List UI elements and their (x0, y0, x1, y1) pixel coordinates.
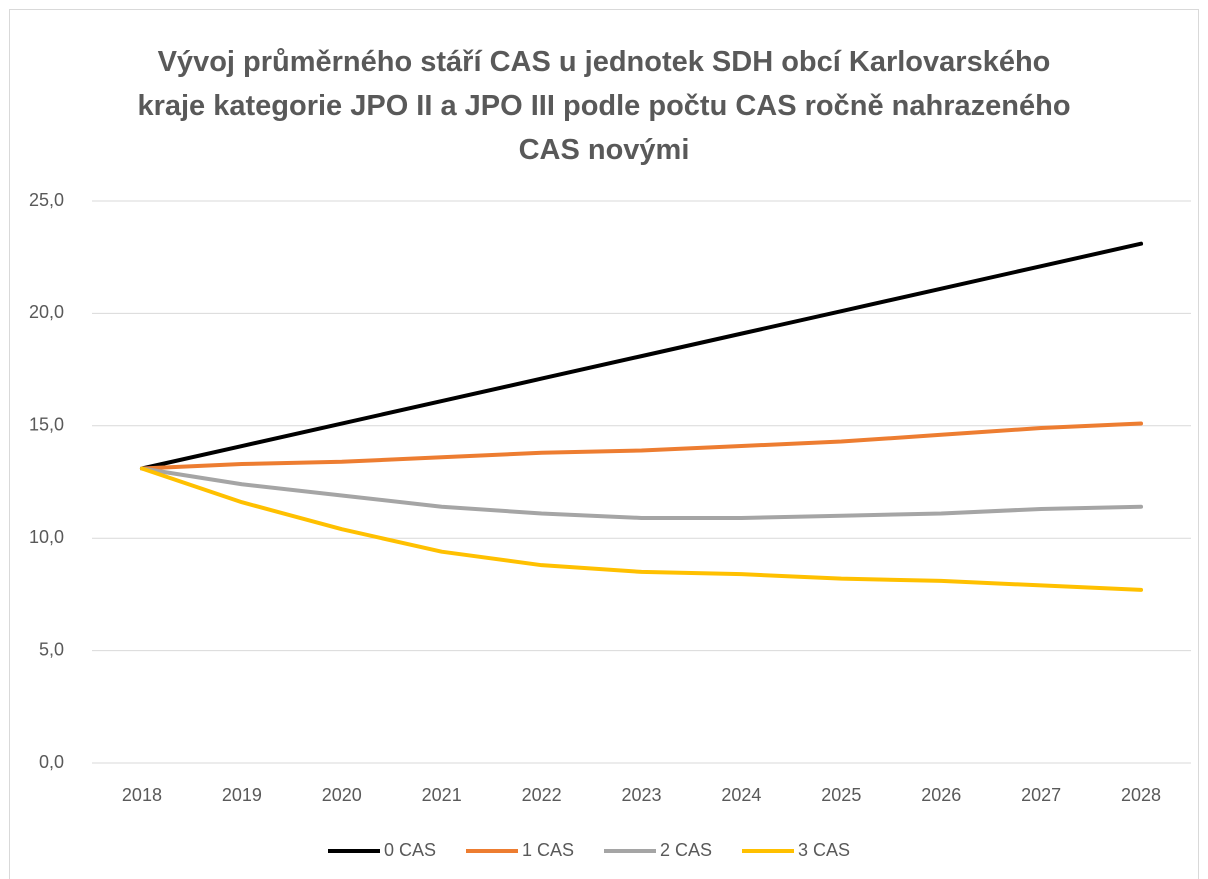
legend-label: 1 CAS (522, 840, 574, 860)
x-tick-label: 2021 (422, 785, 462, 805)
legend-label: 2 CAS (660, 840, 712, 860)
x-tick-label: 2028 (1121, 785, 1161, 805)
x-tick-label: 2025 (821, 785, 861, 805)
series-line (139, 466, 1144, 520)
x-tick-label: 2018 (122, 785, 162, 805)
x-tick-label: 2019 (222, 785, 262, 805)
y-tick-label: 20,0 (29, 302, 64, 322)
x-tick-label: 2022 (522, 785, 562, 805)
series-line (139, 421, 1144, 471)
legend-label: 3 CAS (798, 840, 850, 860)
x-tick-label: 2027 (1021, 785, 1061, 805)
x-tick-label: 2020 (322, 785, 362, 805)
series-line (139, 241, 1144, 471)
y-tick-label: 0,0 (39, 752, 64, 772)
x-tick-label: 2026 (921, 785, 961, 805)
y-tick-label: 5,0 (39, 639, 64, 659)
y-tick-label: 10,0 (29, 527, 64, 547)
x-tick-label: 2024 (721, 785, 761, 805)
chart-border (9, 9, 1199, 879)
y-tick-label: 15,0 (29, 415, 64, 435)
series-line (139, 466, 1144, 592)
chart-title: Vývoj průměrného stáří CAS u jednotek SD… (137, 46, 1071, 166)
y-tick-label: 25,0 (29, 190, 64, 210)
legend-label: 0 CAS (384, 840, 436, 860)
x-tick-label: 2023 (621, 785, 661, 805)
